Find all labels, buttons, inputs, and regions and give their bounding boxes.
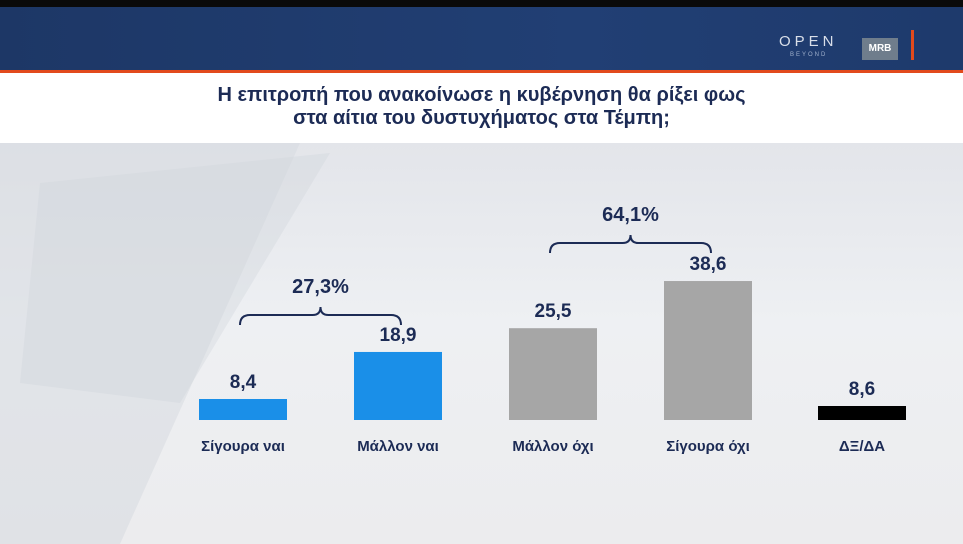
value-label-3: 38,6	[690, 254, 727, 275]
group-brace-0	[239, 306, 402, 326]
bar-2	[509, 328, 597, 420]
chart-area: 8,4 Σίγουρα ναι 18,9 Μάλλον ναι 25,5 Μάλλον ό…	[0, 143, 963, 544]
broadcast-header	[0, 7, 963, 70]
group-total-1: 64,1%	[602, 204, 659, 226]
category-label-4: ΔΞ/ΔΑ	[839, 438, 885, 455]
bar-4	[818, 406, 906, 420]
value-label-2: 25,5	[535, 301, 572, 322]
bar-chart: 8,4 Σίγουρα ναι 18,9 Μάλλον ναι 25,5 Μάλλον ό…	[0, 143, 906, 544]
bar-0	[199, 399, 287, 420]
category-label-3: Σίγουρα όχι	[666, 438, 750, 455]
category-label-1: Μάλλον ναι	[357, 438, 439, 455]
question-title-line-2: στα αίτια του δυστυχήματος στα Τέμπη;	[293, 107, 670, 129]
channel-logo: OPEN	[779, 33, 838, 50]
top-border	[0, 0, 963, 7]
pollster-logo: MRB	[862, 38, 898, 60]
question-title-line-1: Η επιτροπή που ανακοίνωσε η κυβέρνηση θα…	[217, 84, 746, 106]
value-label-1: 18,9	[380, 325, 417, 346]
logo-divider	[911, 30, 914, 60]
group-brace-1	[549, 234, 712, 254]
background-decoration	[0, 143, 330, 544]
header-accent-line	[0, 70, 963, 73]
bar-1	[354, 351, 442, 420]
channel-logo-tagline: BEYOND	[790, 52, 828, 58]
category-label-0: Σίγουρα ναι	[201, 438, 285, 455]
value-label-0: 8,4	[230, 372, 257, 393]
bar-3	[664, 281, 752, 420]
group-total-0: 27,3%	[292, 276, 349, 298]
title-band	[0, 73, 963, 143]
value-label-4: 8,6	[849, 379, 875, 400]
category-label-2: Μάλλον όχι	[512, 438, 593, 455]
